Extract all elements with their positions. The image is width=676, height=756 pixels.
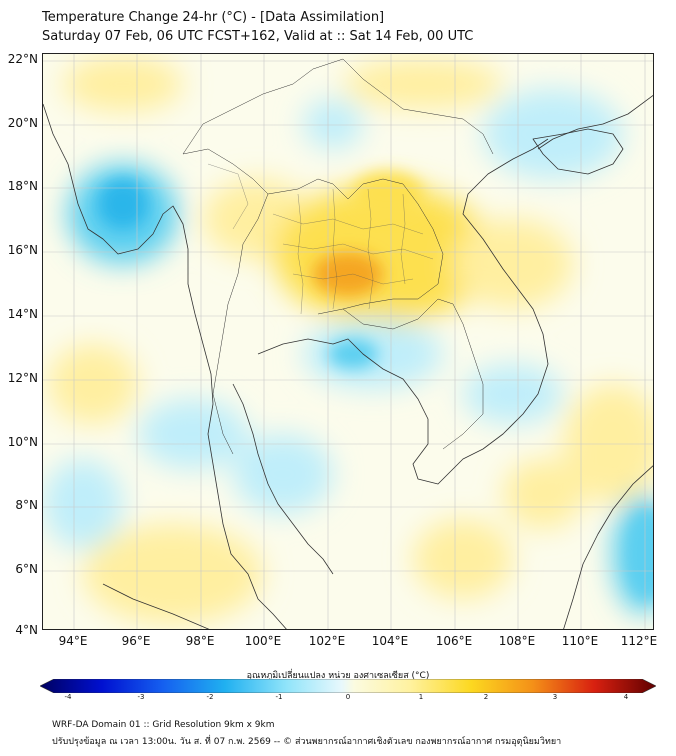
lat-label: 22°N	[7, 52, 38, 66]
cool-core	[328, 339, 378, 369]
cool-region	[463, 364, 563, 424]
footer-model-info: WRF-DA Domain 01 :: Grid Resolution 9km …	[52, 720, 275, 730]
cool-region	[43, 459, 123, 549]
colorbar-label: -1	[275, 693, 283, 701]
lat-label: 16°N	[7, 243, 38, 257]
footer-update-info: ปรับปรุงข้อมูล ณ เวลา 13:00น. วัน ส. ที่…	[52, 737, 562, 747]
lat-label: 6°N	[15, 562, 38, 576]
temperature-field-core	[98, 172, 653, 599]
warm-region	[63, 56, 183, 112]
lat-label: 4°N	[15, 623, 38, 637]
lat-label: 12°N	[7, 371, 38, 385]
lat-label: 14°N	[7, 307, 38, 321]
coastline-south-china	[537, 94, 653, 150]
colorbar-label: -3	[137, 693, 145, 701]
border-china	[182, 58, 344, 155]
temperature-map	[43, 54, 653, 629]
lon-label: 102°E	[308, 634, 346, 648]
cool-region	[138, 399, 248, 469]
border-cambodia	[342, 298, 484, 450]
warm-region	[453, 219, 573, 309]
warm-region	[48, 344, 138, 424]
colorbar-label: 4	[623, 693, 629, 701]
lon-label: 98°E	[185, 634, 215, 648]
colorbar-bar	[40, 679, 656, 693]
coastline-peninsula-east	[232, 383, 334, 575]
coastline-gulf-vietnam	[257, 138, 549, 485]
province-borders	[207, 163, 434, 315]
warm-region	[343, 59, 503, 109]
border-thailand-laos	[267, 178, 444, 315]
lat-label: 8°N	[15, 498, 38, 512]
lat-label: 18°N	[7, 179, 38, 193]
lat-label: 20°N	[7, 116, 38, 130]
chart-subtitle: Saturday 07 Feb, 06 UTC FCST+162, Valid …	[42, 29, 474, 44]
country-borders	[182, 58, 494, 455]
colorbar-label: 3	[552, 693, 558, 701]
colorbar-label: 1	[418, 693, 424, 701]
hainan-island	[532, 128, 624, 175]
cool-region	[483, 89, 623, 179]
warm-core	[353, 172, 423, 216]
colorbar-label: 2	[483, 693, 489, 701]
cool-core	[98, 179, 148, 229]
warm-region	[83, 524, 263, 624]
border-southern	[212, 393, 234, 455]
colorbar-title: อุณหภูมิเปลี่ยนแปลง หน่วย องศาเซลเซียส (…	[246, 671, 430, 681]
cool-region	[303, 99, 363, 149]
colorbar-label: -2	[206, 693, 214, 701]
lat-label: 10°N	[7, 435, 38, 449]
chart-title: Temperature Change 24-hr (°C) - [Data As…	[42, 10, 385, 25]
lon-label: 94°E	[58, 634, 88, 648]
border-myanmar-thailand	[182, 148, 269, 395]
cool-core	[630, 509, 653, 599]
warm-core	[313, 252, 383, 296]
warm-region	[413, 519, 513, 599]
colorbar-label: 0	[345, 693, 351, 701]
lon-label: 106°E	[435, 634, 473, 648]
lon-label: 108°E	[498, 634, 536, 648]
warm-region	[503, 459, 583, 529]
border-laos-vietnam-north	[342, 58, 494, 155]
lon-label: 110°E	[561, 634, 599, 648]
coastline-sumatra	[102, 583, 210, 629]
lon-label: 96°E	[121, 634, 151, 648]
coastline-west	[43, 103, 287, 629]
coastline-borneo	[563, 465, 653, 629]
map-panel	[42, 53, 654, 630]
lon-label: 100°E	[244, 634, 282, 648]
colorbar-label: -4	[64, 693, 72, 701]
colorbar	[40, 679, 656, 693]
coastlines	[43, 94, 653, 629]
lon-label: 104°E	[371, 634, 409, 648]
cool-region	[233, 434, 333, 514]
lon-label: 112°E	[620, 634, 658, 648]
graticule	[43, 54, 653, 629]
